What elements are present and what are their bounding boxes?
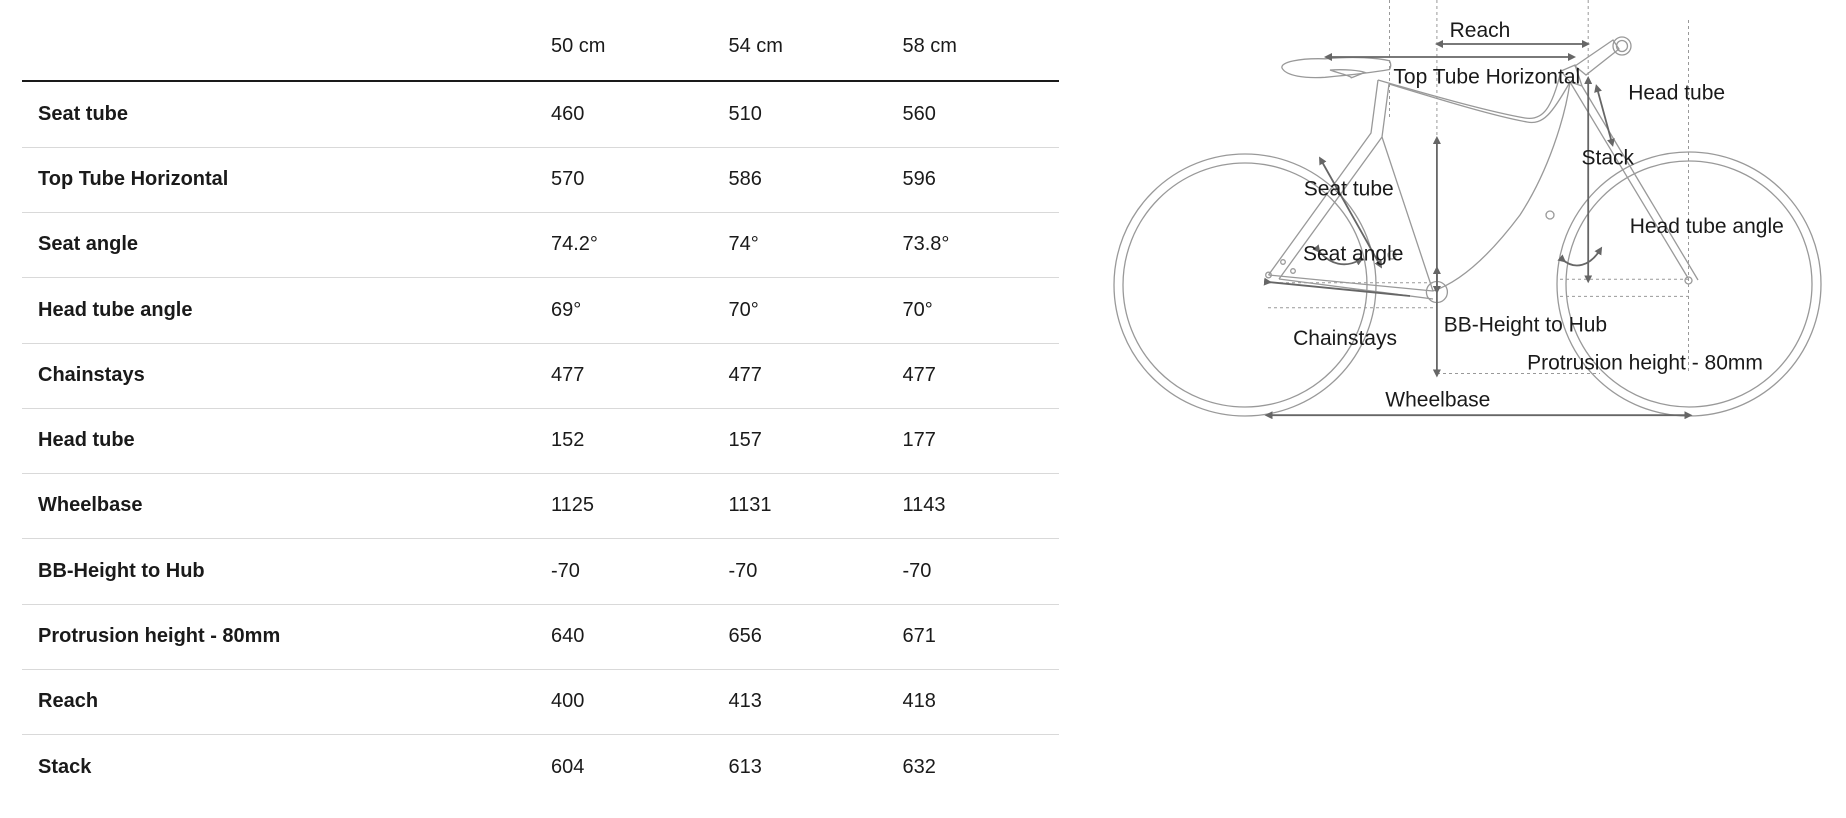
svg-text:Head tube angle: Head tube angle [1630, 215, 1784, 238]
svg-text:Top Tube Horizontal: Top Tube Horizontal [1393, 66, 1580, 89]
svg-text:Stack: Stack [1582, 147, 1635, 170]
svg-text:Head tube: Head tube [1628, 81, 1725, 104]
svg-text:Chainstays: Chainstays [1293, 327, 1397, 350]
svg-text:Seat tube: Seat tube [1304, 177, 1394, 200]
svg-text:Reach: Reach [1450, 19, 1511, 42]
svg-text:Wheelbase: Wheelbase [1385, 389, 1490, 412]
svg-text:Seat angle: Seat angle [1303, 243, 1403, 266]
svg-text:BB-Height to Hub: BB-Height to Hub [1444, 313, 1607, 336]
svg-text:Protrusion height - 80mm: Protrusion height - 80mm [1527, 351, 1763, 374]
